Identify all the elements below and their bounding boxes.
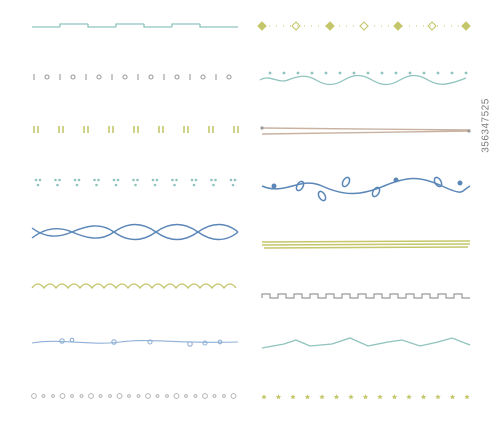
divider-star-wave (259, 74, 467, 86)
divider-dot-clusters (34, 178, 237, 187)
stock-id: 356347525 (480, 98, 492, 153)
divider-tiny-stars (261, 394, 470, 400)
divider-peak-wave (261, 337, 471, 349)
divider-braided-waves (31, 223, 239, 241)
divider-circle-dots (31, 393, 237, 399)
divider-scallops (31, 283, 237, 290)
divider-triple-line-brush (261, 240, 471, 249)
divider-double-ticks (33, 126, 239, 133)
divider-ring-dots (33, 74, 232, 80)
divider-bead-line (31, 337, 239, 347)
side-id-strip: 356347525 (480, 0, 498, 433)
divider-square-wave (261, 293, 470, 299)
divider-diamond-dotted (257, 21, 471, 31)
divider-leaf-vine (261, 176, 471, 202)
divider-double-line-rule (260, 126, 471, 135)
divider-dashed-zigzag (32, 23, 238, 28)
